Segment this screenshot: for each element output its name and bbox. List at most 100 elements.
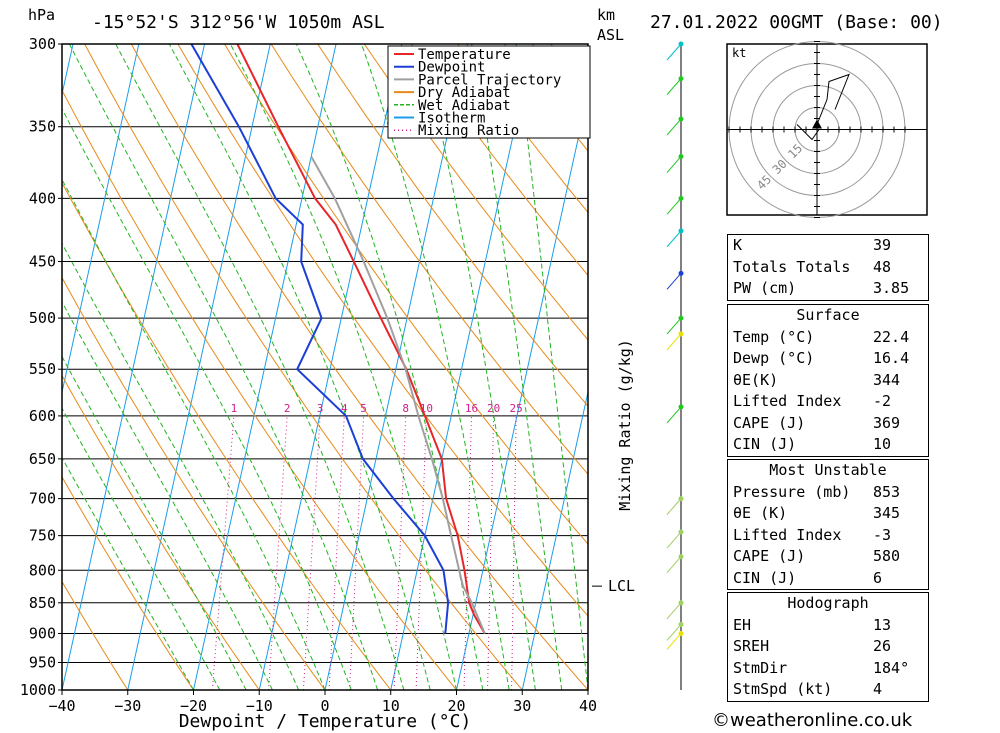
dry-adiabat-line — [62, 374, 260, 690]
location-title: -15°52'S 312°56'W 1050m ASL — [92, 12, 385, 33]
surface-indices-table: Surface Temp (°C) 22.4 Dewp (°C) 16.4 θE(K) 34… — [727, 304, 929, 457]
index-value: -3 — [873, 525, 892, 544]
temperature-tick-label: −20 — [180, 697, 207, 715]
index-value: 39 — [873, 236, 892, 254]
index-value: 580 — [873, 547, 901, 565]
pressure-tick-label: 500 — [29, 309, 56, 327]
wind-marker — [678, 195, 684, 201]
wet-adiabat-line — [420, 44, 536, 690]
wind-marker — [678, 630, 684, 636]
credit-text: ©weatheronline.co.uk — [712, 710, 913, 731]
mixing-ratio-label: 8 — [402, 402, 409, 415]
hodograph-indices-table: Hodograph EH 13 SREH 26 StmDir 184° StmSpd (kt)… — [727, 592, 929, 702]
pressure-tick-label: 700 — [29, 490, 56, 508]
legend-label: Wet Adiabat — [418, 98, 511, 114]
pressure-tick-label: 1000 — [20, 681, 56, 699]
isotherm-line — [193, 44, 337, 690]
pressure-unit-label: hPa — [28, 6, 55, 24]
wind-barb — [666, 624, 682, 641]
wind-barb — [666, 43, 682, 61]
x-axis-label: Dewpoint / Temperature (°C) — [179, 711, 472, 732]
index-value: -2 — [873, 392, 892, 410]
wind-barb — [666, 498, 682, 515]
wind-barb — [666, 198, 682, 215]
mixing-ratio-label: 10 — [420, 402, 433, 415]
wet-adiabat-line — [168, 44, 431, 690]
index-label: Lifted Index — [733, 392, 842, 410]
legend-label: Isotherm — [418, 111, 485, 127]
mixing-ratio-line — [393, 415, 407, 690]
table-row: StmDir 184° — [728, 658, 928, 680]
temperature-tick-label: 20 — [447, 697, 465, 715]
index-value: 26 — [873, 637, 892, 655]
dry-adiabat-line — [62, 181, 392, 690]
wet-adiabat-line — [62, 301, 273, 690]
wet-adiabat-line — [62, 178, 326, 690]
index-label: Lifted Index — [733, 525, 842, 544]
legend-label: Dry Adiabat — [418, 85, 511, 101]
index-label: StmDir — [733, 658, 788, 677]
pressure-tick-label: 600 — [29, 407, 56, 425]
isotherm-line — [62, 44, 140, 395]
table-row: CIN (J) 6 — [728, 568, 928, 590]
isotherm-line — [390, 44, 534, 690]
wind-marker — [678, 621, 684, 627]
dry-adiabat-line — [410, 44, 588, 277]
wind-barb — [666, 273, 682, 290]
dry-adiabat-line — [130, 44, 588, 690]
index-value: 184° — [873, 658, 910, 677]
wet-adiabat-line — [62, 407, 221, 690]
index-value: 6 — [873, 568, 883, 587]
wind-barb — [666, 118, 682, 136]
table-header: Surface — [796, 306, 860, 324]
table-row: PW (cm) 3.85 — [728, 278, 928, 300]
index-label: θE (K) — [733, 504, 788, 522]
isotherm-line — [324, 44, 469, 690]
mixing-ratio-line — [415, 415, 427, 690]
legend-label: Parcel Trajectory — [418, 72, 561, 88]
plot-frame — [61, 43, 589, 691]
table-row: CAPE (J) 580 — [728, 546, 928, 568]
temperature-tick-label: −40 — [48, 697, 75, 715]
table-row: Totals Totals 48 — [728, 257, 928, 279]
temperature-tick-label: −30 — [114, 697, 141, 715]
mixing-ratio-line — [302, 415, 321, 690]
height-unit-label: km — [597, 6, 615, 24]
temperature-tick-label: 30 — [513, 697, 531, 715]
index-label: CIN (J) — [733, 435, 797, 453]
table-header: Hodograph — [787, 594, 869, 612]
legend-label: Mixing Ratio — [418, 123, 519, 139]
index-label: CAPE (J) — [733, 413, 806, 432]
mixing-ratio-line — [348, 415, 365, 690]
index-label: StmSpd (kt) — [733, 680, 833, 698]
index-label: CAPE (J) — [733, 547, 806, 565]
pressure-tick-label: 450 — [29, 253, 56, 271]
mixing-ratio-line — [328, 415, 345, 690]
temperature-tick-label: 0 — [320, 697, 329, 715]
hodograph-trace — [816, 73, 850, 125]
dry-adiabat-line — [270, 44, 588, 476]
table-row: EH 13 — [728, 615, 928, 637]
pressure-tick-label: 400 — [29, 189, 56, 207]
table-row: CAPE (J) 369 — [728, 413, 928, 435]
general-indices-table: K 39 Totals Totals 48 PW (cm) 3.85 — [727, 234, 929, 301]
wind-marker — [678, 404, 684, 410]
index-value: 4 — [873, 680, 883, 698]
wind-marker — [678, 270, 684, 276]
mixing-ratio-line — [487, 415, 495, 690]
wet-adiabat-line — [62, 242, 300, 690]
index-label: Dewp (°C) — [733, 349, 815, 367]
index-label: K — [733, 236, 743, 254]
wind-barb — [666, 78, 682, 95]
wind-marker — [678, 529, 684, 535]
wind-marker — [678, 554, 684, 560]
index-label: Totals Totals — [733, 257, 851, 276]
pressure-tick-label: 650 — [29, 450, 56, 468]
dry-adiabat-line — [363, 44, 588, 341]
pressure-tick-label: 750 — [29, 527, 56, 545]
index-label: θE(K) — [733, 370, 779, 389]
pressure-tick-label: 350 — [29, 118, 56, 136]
parcel-trajectory-series — [310, 156, 486, 634]
mixing-ratio-line — [268, 415, 288, 690]
legend-label: Temperature — [418, 47, 511, 63]
